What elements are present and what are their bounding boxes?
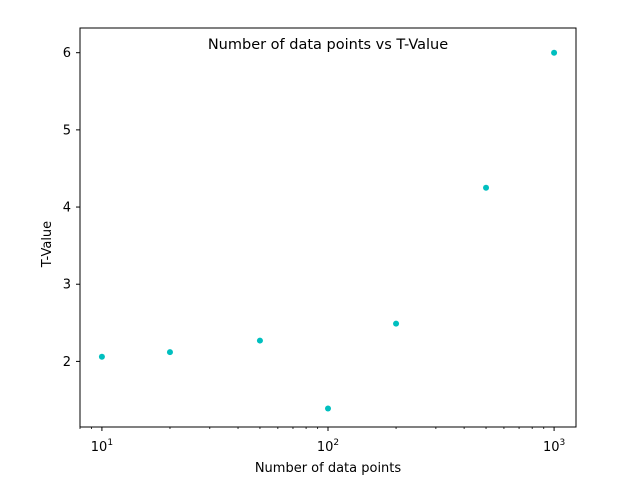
y-tick-label: 6 — [63, 46, 71, 61]
y-axis: 2 3 4 5 6 — [63, 46, 80, 370]
x-axis: 101 102 103 — [79, 427, 565, 455]
x-axis-label: Number of data points — [255, 461, 402, 476]
y-tick-label: 2 — [63, 355, 71, 370]
x-tick-base: 10 — [91, 440, 108, 455]
data-point — [325, 405, 331, 412]
x-tick-label: 101 — [91, 438, 113, 455]
x-tick-base: 10 — [543, 440, 560, 455]
plot-area — [79, 27, 577, 428]
y-tick-label: 5 — [63, 123, 71, 138]
data-point — [166, 349, 173, 356]
x-tick-base: 10 — [317, 440, 334, 455]
y-tick-label: 4 — [63, 201, 71, 216]
data-point — [551, 49, 558, 56]
data-point — [98, 353, 105, 360]
data-point — [393, 320, 400, 327]
x-tick-exponent: 1 — [107, 438, 113, 448]
x-tick-exponent: 2 — [333, 438, 339, 448]
x-tick-label: 102 — [317, 438, 339, 455]
data-point — [483, 184, 490, 191]
plot-frame — [79, 27, 577, 428]
x-tick-label: 103 — [543, 438, 565, 455]
y-axis-label: T-Value — [40, 221, 55, 268]
data-points — [98, 49, 558, 412]
chart-title: Number of data points vs T-Value — [208, 37, 448, 53]
data-point — [256, 337, 263, 344]
x-tick-exponent: 3 — [559, 438, 565, 448]
y-tick-label: 3 — [63, 278, 71, 293]
